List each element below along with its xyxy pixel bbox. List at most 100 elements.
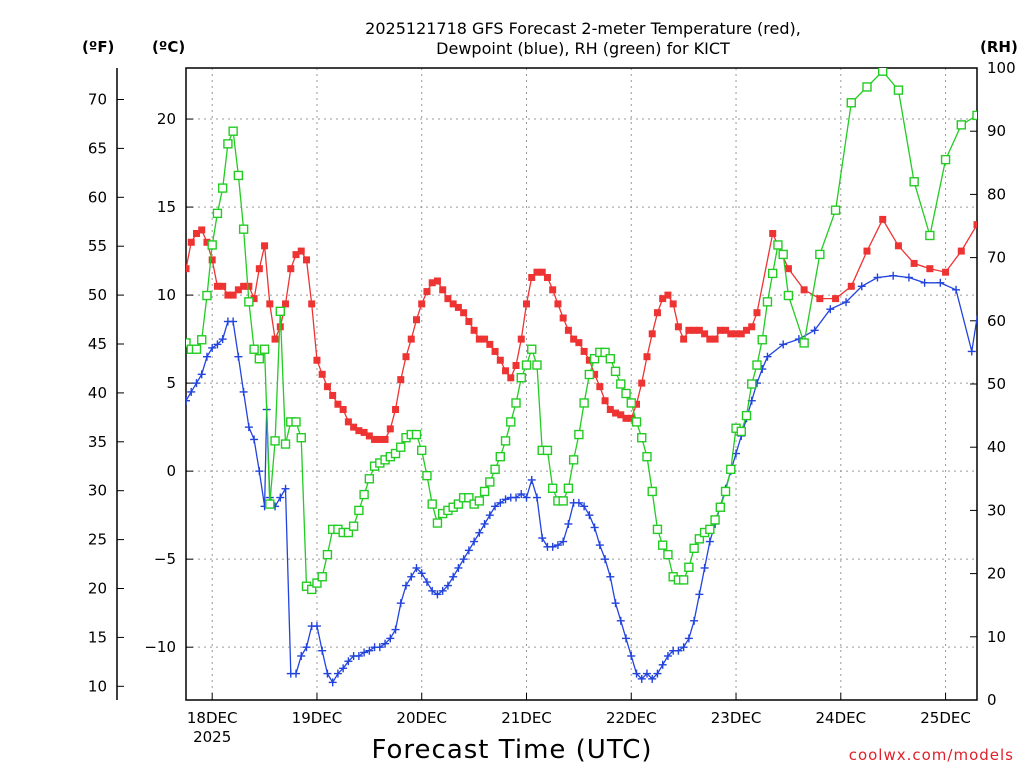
dewpoint-point bbox=[396, 599, 405, 608]
fahrenheit-tick-label: 40 bbox=[88, 384, 107, 402]
rh-point bbox=[558, 496, 568, 506]
temperature-point bbox=[606, 406, 614, 414]
temperature-point bbox=[282, 300, 290, 308]
fahrenheit-tick-label: 45 bbox=[88, 335, 107, 353]
rh-tick-label: 10 bbox=[987, 628, 1006, 646]
temperature-point bbox=[643, 353, 651, 361]
temperature-point bbox=[784, 265, 792, 273]
rh-point bbox=[715, 502, 726, 512]
temperature-point bbox=[564, 326, 572, 334]
temperature-point bbox=[512, 362, 520, 370]
dewpoint-point bbox=[433, 590, 442, 599]
dewpoint-point bbox=[422, 578, 431, 587]
grid-layer bbox=[186, 68, 977, 700]
dewpoint-point bbox=[187, 387, 196, 396]
temperature-point bbox=[863, 247, 871, 255]
dewpoint-point bbox=[318, 646, 327, 655]
temperature-point bbox=[203, 238, 211, 246]
dewpoint-point bbox=[967, 347, 976, 356]
temperature-point bbox=[392, 406, 400, 414]
temperature-point bbox=[433, 277, 441, 285]
dewpoint-point bbox=[218, 335, 227, 344]
temperature-point bbox=[816, 295, 824, 303]
dewpoint-point bbox=[412, 563, 421, 572]
rh-point bbox=[291, 417, 301, 427]
rh-point bbox=[642, 451, 652, 462]
rh-point bbox=[626, 398, 636, 408]
dewpoint-point bbox=[595, 541, 604, 550]
rh-point bbox=[223, 139, 233, 149]
dewpoint-point bbox=[585, 511, 594, 520]
rh-point bbox=[878, 68, 888, 76]
dewpoint-point bbox=[323, 669, 332, 678]
rh-point bbox=[689, 543, 699, 554]
rh-point bbox=[778, 249, 788, 260]
dewpoint-point bbox=[428, 586, 437, 595]
dewpoint-point bbox=[512, 493, 521, 502]
dewpoint-point bbox=[250, 435, 259, 444]
dewpoint-point bbox=[564, 519, 573, 528]
rh-point bbox=[396, 442, 406, 452]
rh-point bbox=[348, 521, 359, 531]
celsius-tick-label: 20 bbox=[157, 110, 176, 128]
celsius-tick-label: 5 bbox=[166, 374, 176, 392]
dewpoint-point bbox=[904, 273, 913, 282]
rh-point bbox=[464, 493, 474, 503]
dewpoint-point bbox=[936, 278, 945, 287]
x-tick-label-25dec: 25DEC bbox=[920, 709, 971, 727]
dewpoint-point bbox=[202, 352, 211, 361]
dewpoint-point bbox=[292, 669, 301, 678]
rh-point bbox=[631, 417, 642, 427]
temperature-point bbox=[255, 265, 263, 273]
rh-point bbox=[244, 297, 254, 307]
dewpoint-point bbox=[627, 651, 636, 660]
rh-point bbox=[474, 496, 485, 506]
plot-frame bbox=[185, 67, 978, 701]
rh-point bbox=[574, 429, 584, 440]
temperature-point bbox=[533, 268, 541, 276]
temperature-point bbox=[308, 300, 316, 308]
series-rh bbox=[186, 68, 997, 595]
rh-point bbox=[956, 120, 966, 130]
dewpoint-point bbox=[616, 616, 625, 625]
dewpoint-point bbox=[637, 674, 646, 683]
temperature-point bbox=[528, 273, 536, 281]
temperature-point bbox=[302, 256, 310, 264]
rh-unit-label: (RH) bbox=[980, 38, 1018, 56]
x-axis-title: Forecast Time (UTC) bbox=[371, 735, 652, 765]
temperature-point bbox=[879, 215, 887, 223]
dewpoint-point bbox=[532, 493, 541, 502]
series-dewpoint bbox=[186, 271, 977, 687]
rh-point bbox=[989, 222, 997, 230]
rh-tick-label: 80 bbox=[987, 185, 1006, 203]
rh-point bbox=[527, 344, 537, 354]
rh-point bbox=[862, 82, 872, 92]
rh-point bbox=[495, 451, 506, 462]
celsius-unit-label: (ºC) bbox=[152, 38, 185, 56]
x-tick-label-20dec: 20DEC bbox=[396, 709, 447, 727]
x-tick-label-18dec: 18DEC bbox=[187, 709, 238, 727]
rh-point bbox=[621, 388, 631, 399]
temperature-point bbox=[208, 256, 216, 264]
rh-point bbox=[762, 297, 773, 307]
dewpoint-point bbox=[333, 669, 342, 678]
temperature-point bbox=[748, 323, 756, 331]
dewpoint-point bbox=[842, 298, 851, 307]
temperature-point bbox=[800, 286, 808, 294]
rh-point bbox=[238, 224, 249, 234]
temperature-point bbox=[507, 374, 515, 382]
temperature-point bbox=[973, 221, 977, 229]
temperature-point bbox=[910, 259, 918, 267]
dewpoint-point bbox=[459, 555, 468, 564]
dewpoint-point bbox=[763, 352, 772, 361]
fahrenheit-tick-label: 35 bbox=[88, 433, 107, 451]
rh-point bbox=[757, 335, 767, 345]
temperature-point bbox=[942, 268, 950, 276]
dewpoint-point bbox=[553, 541, 562, 550]
rh-point bbox=[584, 369, 595, 380]
rh-point bbox=[516, 372, 526, 383]
rh-tick-label: 50 bbox=[987, 375, 1006, 393]
fahrenheit-tick-label: 70 bbox=[88, 90, 107, 108]
temperature-point bbox=[475, 335, 483, 343]
temperature-point bbox=[617, 411, 625, 419]
